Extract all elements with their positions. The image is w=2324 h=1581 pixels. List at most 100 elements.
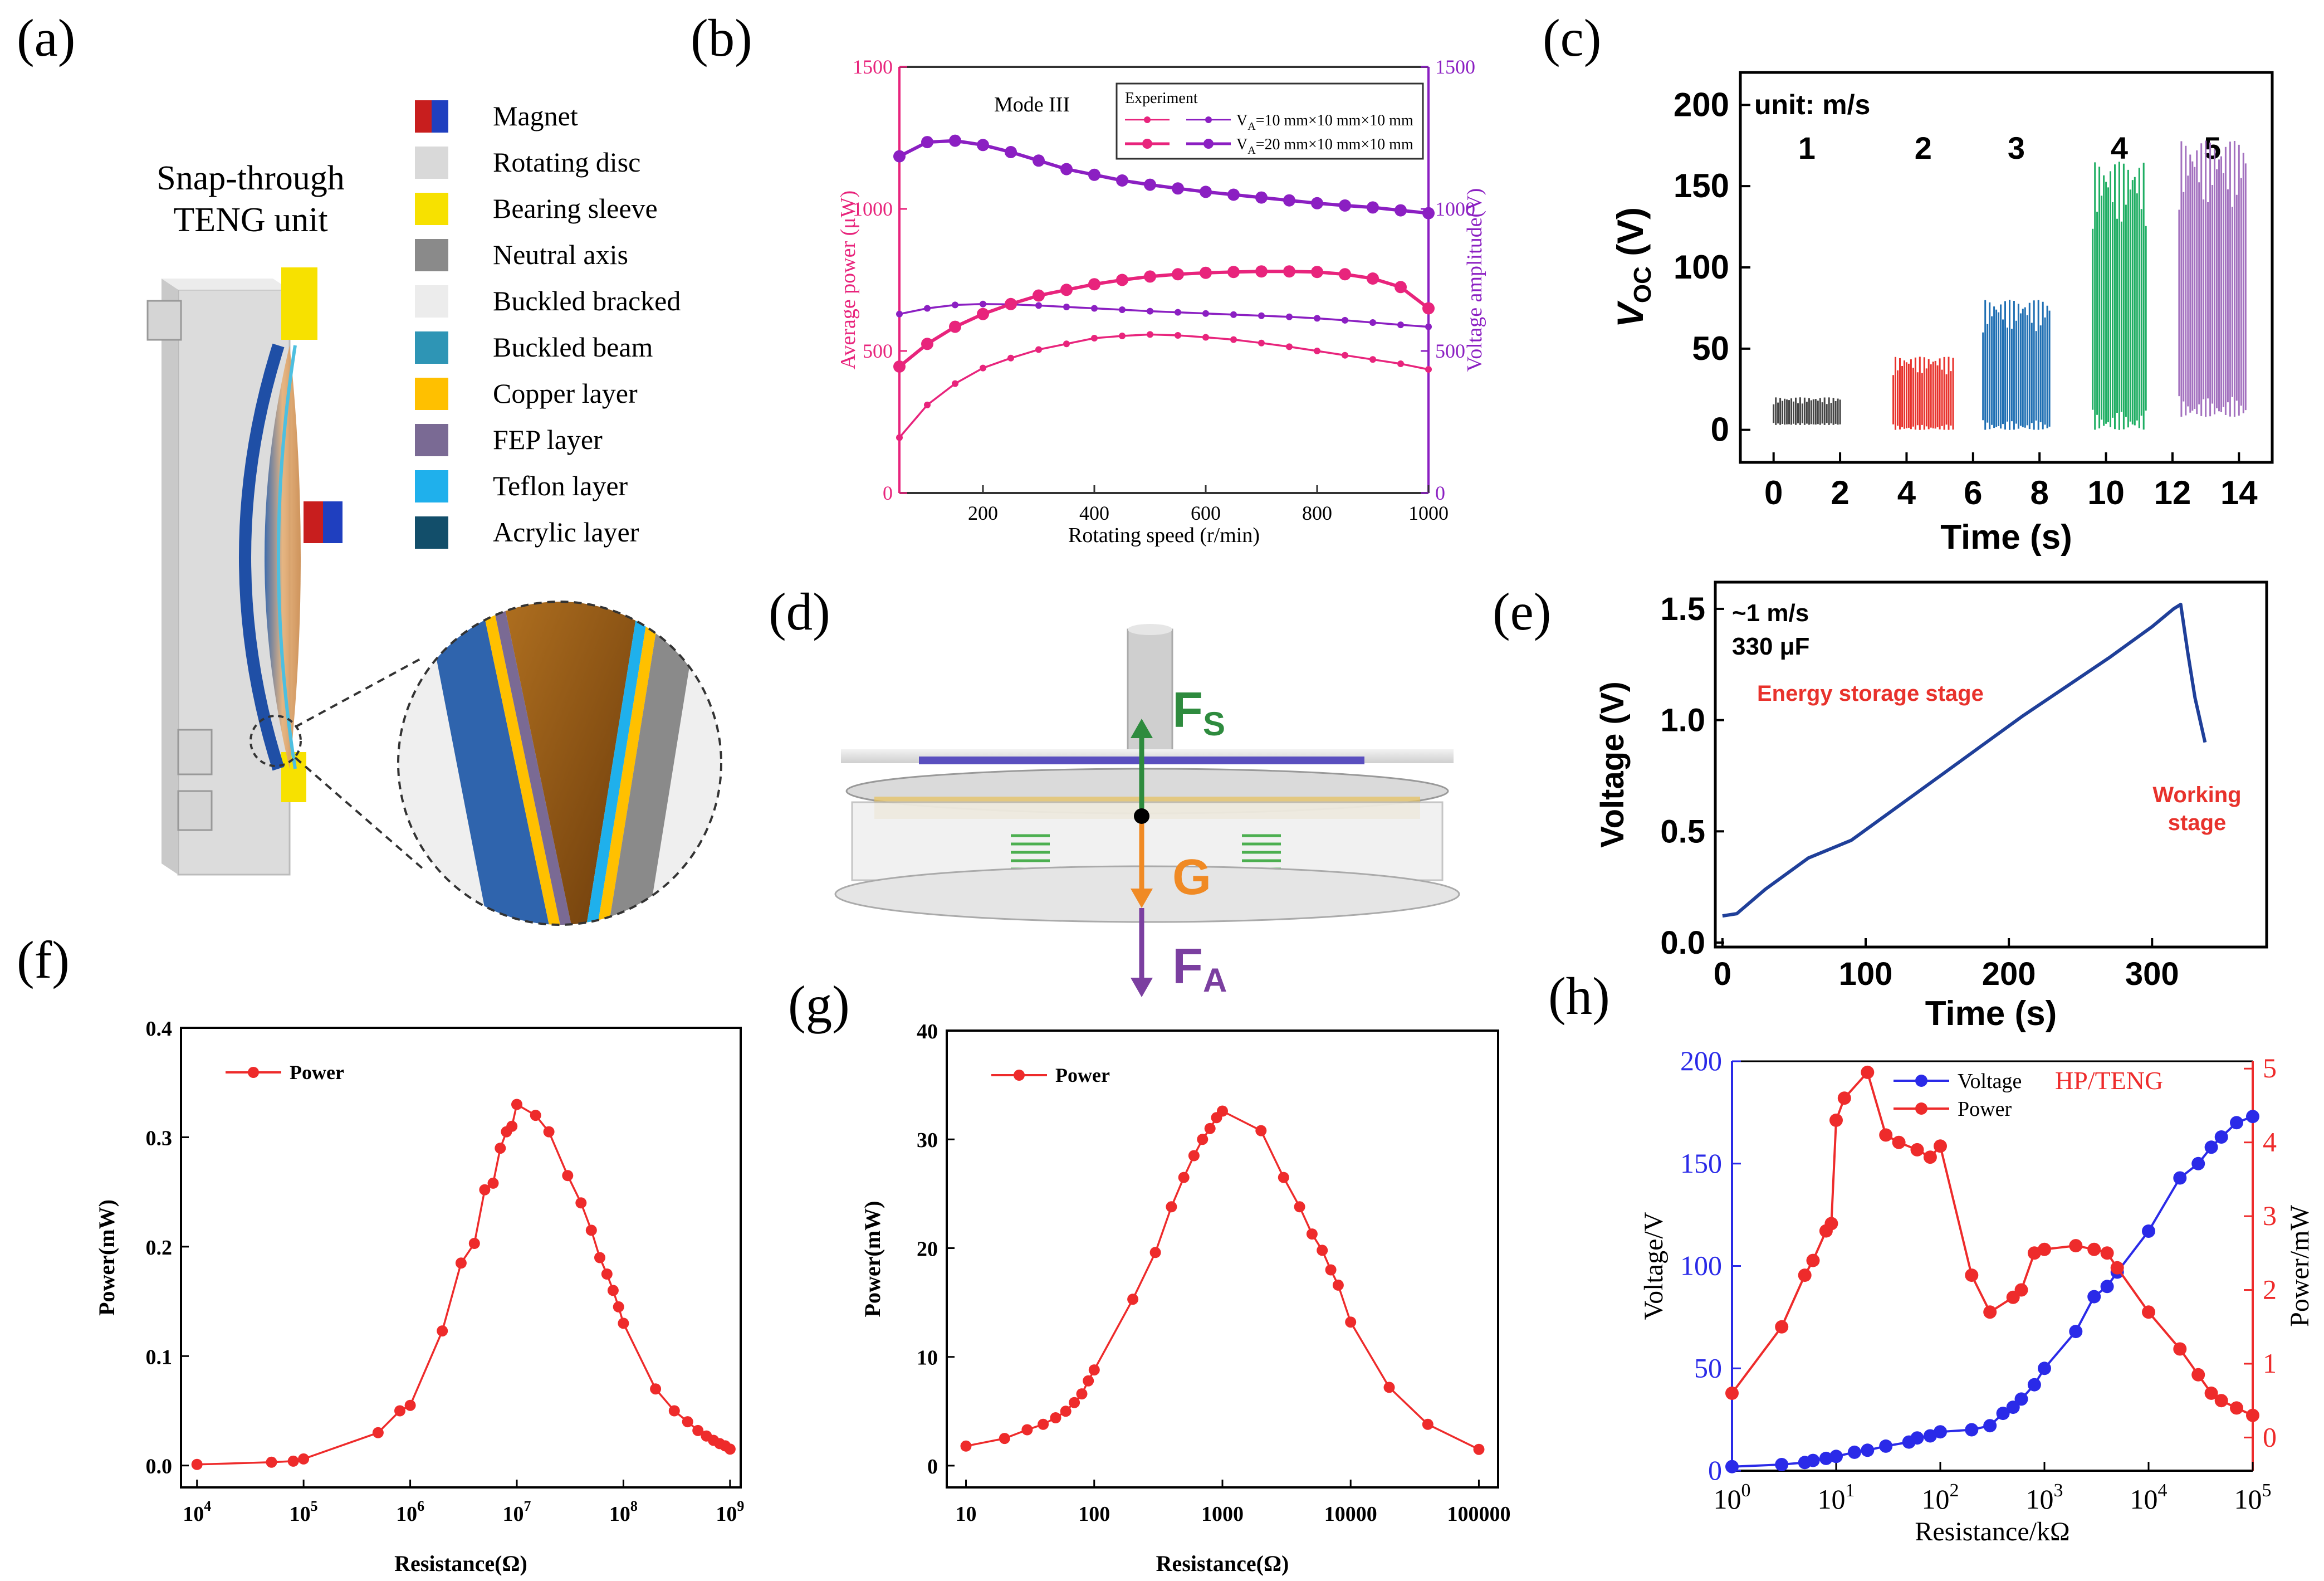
series-point-1-9 <box>1879 1128 1893 1142</box>
x-tick-label: 300 <box>2125 956 2179 992</box>
stage-working-line2: stage <box>2168 811 2227 835</box>
y-left-tick-label: 150 <box>1680 1148 1722 1179</box>
series-point-1-0 <box>896 310 903 318</box>
bolt-bottom-2 <box>177 790 213 831</box>
power-point-21 <box>1294 1201 1305 1213</box>
y-left-tick-label: 500 <box>863 340 893 362</box>
series-point-2-3 <box>977 308 989 320</box>
legend-series-2: VA=20 mm×10 mm×10 mm <box>1236 136 1413 157</box>
series-point-1-11 <box>1202 310 1209 317</box>
x-tick-label: 0 <box>1714 956 1731 992</box>
power-point-7 <box>437 1325 448 1337</box>
power-curve <box>966 1110 1480 1451</box>
series-point-0-15 <box>1314 348 1320 354</box>
series-point-0-4 <box>1007 354 1014 362</box>
series-point-1-23 <box>2110 1261 2124 1275</box>
annotation-mode: Mode III <box>994 93 1070 116</box>
legend-swatch <box>415 285 448 318</box>
series-point-3-9 <box>1144 178 1156 191</box>
series-point-1-12 <box>1923 1150 1937 1164</box>
annotation-speed: ~1 m/s <box>1732 599 1809 627</box>
series-point-0-0 <box>1725 1460 1739 1473</box>
series-point-0-14 <box>1286 343 1293 350</box>
power-point-8 <box>1083 1375 1094 1387</box>
legend-swatch <box>415 516 448 549</box>
series-point-3-19 <box>1422 207 1435 219</box>
power-point-23 <box>1317 1245 1328 1256</box>
legend-marker-voltage <box>1203 139 1214 149</box>
x-tick-label: 100000 <box>1447 1502 1510 1526</box>
legend-marker-0 <box>1915 1075 1927 1087</box>
x-axis-label: Resistance/kΩ <box>1915 1517 2069 1546</box>
series-point-0-6 <box>1063 340 1070 348</box>
magnet-red <box>304 501 323 543</box>
series-point-1-20 <box>2069 1239 2083 1253</box>
x-tick-label: 109 <box>716 1498 744 1526</box>
series-point-1-29 <box>2230 1401 2243 1415</box>
force-g-label: G <box>1172 850 1211 905</box>
series-point-1-28 <box>2214 1394 2228 1408</box>
y-axis-label: Power(mW) <box>94 1199 119 1316</box>
series-point-0-24 <box>2142 1224 2155 1238</box>
legend-swatch <box>415 147 448 179</box>
y-left-tick-label: 50 <box>1694 1352 1722 1383</box>
x-tick-label: 105 <box>290 1498 318 1526</box>
zoom-circle <box>397 601 722 926</box>
power-point-19 <box>575 1197 587 1209</box>
power-curve <box>197 1103 731 1466</box>
series-point-3-6 <box>1060 163 1073 175</box>
power-point-22 <box>1306 1228 1318 1240</box>
series-point-2-10 <box>1172 268 1184 281</box>
power-point-17 <box>543 1126 555 1138</box>
series-point-0-2 <box>952 380 958 387</box>
power-point-9 <box>1088 1364 1100 1376</box>
y-tick-label: 50 <box>1692 330 1729 367</box>
series-point-1-22 <box>2100 1246 2114 1260</box>
y-tick-label: 40 <box>917 1020 938 1043</box>
series-point-2-4 <box>1005 297 1017 310</box>
speed-label-3: 4 <box>2111 130 2128 165</box>
speed-label-4: 5 <box>2204 130 2221 165</box>
legend-marker-power <box>1144 116 1151 123</box>
voltage-burst-4 <box>2178 140 2247 417</box>
x-tick-label: 14 <box>2220 474 2258 511</box>
power-point-0 <box>191 1458 203 1470</box>
series-point-1-13 <box>1934 1139 1947 1153</box>
voltage-burst-3 <box>2092 162 2147 430</box>
force-g-head <box>1131 889 1153 908</box>
power-point-10 <box>1127 1294 1139 1305</box>
y-left-tick-label: 1000 <box>853 198 893 220</box>
x-tick-label: 6 <box>1964 474 1982 511</box>
series-point-0-29 <box>2230 1116 2243 1130</box>
legend-swatch <box>415 424 448 456</box>
power-point-34 <box>724 1443 736 1455</box>
y-tick-label: 1.5 <box>1660 591 1705 627</box>
series-point-2-17 <box>1367 272 1379 285</box>
legend-marker <box>1014 1070 1025 1081</box>
x-tick-label: 103 <box>2026 1480 2063 1515</box>
voltage-burst-0 <box>1773 397 1841 425</box>
power-point-11 <box>487 1177 499 1189</box>
series-point-2-5 <box>1033 289 1045 302</box>
power-point-5 <box>394 1405 405 1417</box>
y-left-axis-label: Voltage/V <box>1639 1212 1669 1320</box>
power-point-25 <box>1332 1279 1344 1291</box>
legend-label-0: Voltage <box>1958 1070 2022 1093</box>
power-point-4 <box>1050 1412 1061 1423</box>
series-point-0-3 <box>1806 1453 1820 1467</box>
series-point-0-22 <box>2100 1280 2114 1294</box>
series-point-3-17 <box>1367 201 1379 214</box>
series-point-1-16 <box>1342 316 1348 324</box>
series-point-0-7 <box>1861 1443 1875 1457</box>
series-point-0-11 <box>1202 334 1209 341</box>
series-point-0-25 <box>2173 1171 2187 1185</box>
power-point-27 <box>668 1405 680 1417</box>
series-point-1-30 <box>2246 1408 2259 1422</box>
series-point-0-5 <box>1035 346 1042 353</box>
magnet-blue <box>323 501 343 543</box>
plot-frame <box>946 1029 1499 1489</box>
legend-swatch <box>415 239 448 271</box>
y-axis-label: Voltage (V) <box>1594 681 1631 848</box>
